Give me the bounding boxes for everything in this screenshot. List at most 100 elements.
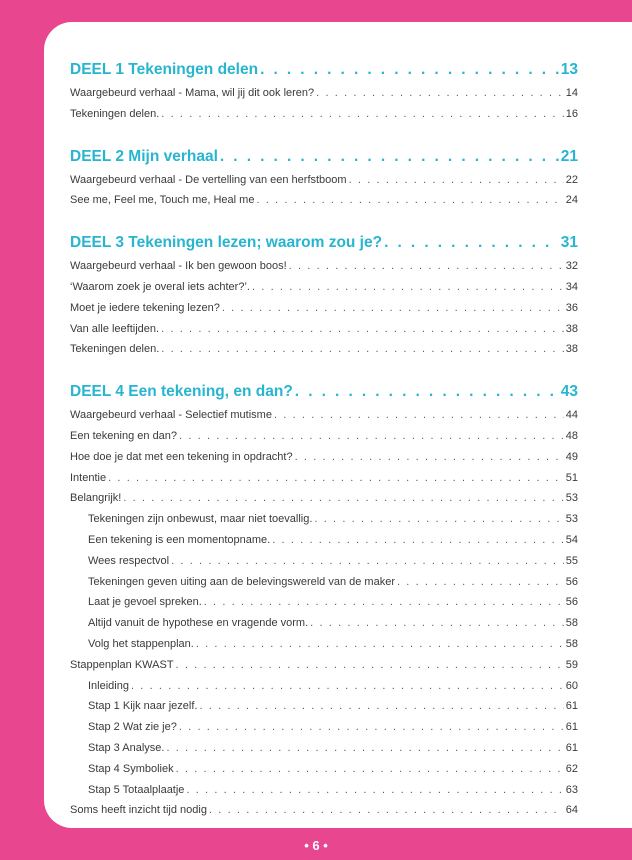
entry-page: 24	[565, 194, 578, 207]
toc-entry[interactable]: Een tekening is een momentopname. 54	[70, 530, 578, 551]
entry-title: Moet je iedere tekening lezen?	[70, 301, 220, 314]
toc-section: DEEL 1 Tekeningen delen 13 Waargebeurd ver…	[70, 56, 578, 125]
section-heading[interactable]: DEEL 1 Tekeningen delen 13	[70, 56, 578, 83]
entry-page: 53	[565, 492, 578, 505]
toc-entry[interactable]: Soms heeft inzicht tijd nodig 64	[70, 800, 578, 821]
entry-title: Stap 3 Analyse.	[88, 741, 165, 754]
entry-title: Stap 4 Symboliek	[88, 762, 174, 775]
toc-entry[interactable]: Stap 5 Totaalplaatje 63	[70, 780, 578, 801]
toc-entry[interactable]: Laat je gevoel spreken. 56	[70, 592, 578, 613]
section-page: 21	[560, 147, 578, 165]
toc-entry[interactable]: Inleiding 60	[70, 676, 578, 697]
leader-dots	[161, 104, 563, 125]
leader-dots	[316, 83, 564, 104]
leader-dots	[161, 319, 564, 340]
toc-entry[interactable]: Hoe doe je dat met een tekening in opdra…	[70, 447, 578, 468]
toc-entry[interactable]: Stap 4 Symboliek 62	[70, 759, 578, 780]
entry-title: Laat je gevoel spreken.	[88, 596, 202, 609]
entry-page: 36	[565, 301, 578, 314]
section-page: 31	[560, 234, 578, 252]
toc-entry[interactable]: Tekeningen geven uiting aan de belevings…	[70, 572, 578, 593]
entry-title: Intentie	[70, 471, 107, 484]
section-page: 43	[560, 383, 578, 401]
entry-page: 38	[565, 322, 578, 335]
leader-dots	[166, 738, 563, 759]
toc-entry[interactable]: Intentie 51	[70, 468, 578, 489]
toc-entry[interactable]: ‘Waarom zoek je overal iets achter?’. 34	[70, 277, 578, 298]
entry-title: See me, Feel me, Touch me, Heal me	[70, 194, 255, 207]
section-title: DEEL 1 Tekeningen delen	[70, 61, 259, 78]
toc-entry[interactable]: Belangrijk! 53	[70, 488, 578, 509]
entry-page: 56	[565, 596, 578, 609]
leader-dots	[209, 800, 564, 821]
toc-section: DEEL 3 Tekeningen lezen; waarom zou je? 3…	[70, 229, 578, 360]
leader-dots	[199, 696, 563, 717]
toc-entry[interactable]: Volg het stappenplan. 58	[70, 634, 578, 655]
toc-entry[interactable]: Stappenplan KWAST 59	[70, 655, 578, 676]
toc-entry[interactable]: Tekeningen delen. 16	[70, 104, 578, 125]
leader-dots	[314, 509, 563, 530]
entry-title: Inleiding	[88, 679, 129, 692]
leader-dots	[397, 572, 564, 593]
leader-dots	[123, 488, 563, 509]
leader-dots	[289, 256, 564, 277]
entry-title: Tekeningen delen.	[70, 343, 160, 356]
toc-entry[interactable]: Tekeningen delen. 38	[70, 339, 578, 360]
entry-page: 38	[565, 343, 578, 356]
leader-dots	[179, 426, 564, 447]
entry-page: 44	[565, 409, 578, 422]
section-page: 13	[560, 61, 578, 78]
toc-entry[interactable]: Stap 2 Wat zie je? 61	[70, 717, 578, 738]
toc-entry[interactable]: Waargebeurd verhaal - De vertelling van …	[70, 170, 578, 191]
leader-dots	[260, 56, 559, 83]
entry-title: Hoe doe je dat met een tekening in opdra…	[70, 450, 293, 463]
section-title: DEEL 2 Mijn verhaal	[70, 147, 218, 165]
entry-page: 34	[565, 280, 578, 293]
toc-entry[interactable]: Waargebeurd verhaal - Selectief mutisme 4…	[70, 405, 578, 426]
toc-entry[interactable]: Moet je iedere tekening lezen? 36	[70, 298, 578, 319]
entry-page: 61	[565, 700, 578, 713]
entry-title: Volg het stappenplan.	[88, 637, 194, 650]
entry-page: 61	[565, 721, 578, 734]
entry-page: 61	[565, 741, 578, 754]
leader-dots	[295, 447, 564, 468]
entry-page: 58	[565, 617, 578, 630]
entry-title: ‘Waarom zoek je overal iets achter?’.	[70, 280, 250, 293]
section-heading[interactable]: DEEL 2 Mijn verhaal 21	[70, 143, 578, 170]
toc-entry[interactable]: See me, Feel me, Touch me, Heal me 24	[70, 190, 578, 211]
section-heading[interactable]: DEEL 4 Een tekening, en dan? 43	[70, 378, 578, 405]
toc-entry[interactable]: Stap 1 Kijk naar jezelf. 61	[70, 696, 578, 717]
leader-dots	[186, 780, 563, 801]
entry-title: Stap 2 Wat zie je?	[88, 721, 177, 734]
section-title: DEEL 4 Een tekening, en dan?	[70, 383, 293, 401]
entry-title: Tekeningen delen.	[70, 107, 160, 120]
table-of-contents: DEEL 1 Tekeningen delen 13 Waargebeurd ver…	[70, 56, 578, 821]
toc-entry[interactable]: Een tekening en dan? 48	[70, 426, 578, 447]
entry-page: 58	[565, 637, 578, 650]
leader-dots	[176, 655, 564, 676]
entry-title: Stap 5 Totaalplaatje	[88, 783, 185, 796]
entry-title: Wees respectvol	[88, 554, 170, 567]
toc-entry[interactable]: Wees respectvol 55	[70, 551, 578, 572]
toc-entry[interactable]: Waargebeurd verhaal - Mama, wil jij dit …	[70, 83, 578, 104]
entry-title: Belangrijk!	[70, 492, 122, 505]
toc-entry[interactable]: Altijd vanuit de hypothese en vragende v…	[70, 613, 578, 634]
section-heading[interactable]: DEEL 3 Tekeningen lezen; waarom zou je? 3…	[70, 229, 578, 256]
entry-page: 63	[565, 783, 578, 796]
toc-section: DEEL 2 Mijn verhaal 21 Waargebeurd verhaal…	[70, 143, 578, 212]
entry-page: 54	[565, 533, 578, 546]
entry-page: 60	[565, 679, 578, 692]
toc-entry[interactable]: Van alle leeftijden. 38	[70, 319, 578, 340]
section-title: DEEL 3 Tekeningen lezen; waarom zou je?	[70, 234, 383, 252]
entry-page: 64	[565, 804, 578, 817]
toc-entry[interactable]: Stap 3 Analyse. 61	[70, 738, 578, 759]
entry-page: 16	[565, 107, 578, 120]
entry-page: 49	[565, 450, 578, 463]
entry-page: 55	[565, 554, 578, 567]
page-number: • 6 •	[304, 838, 328, 853]
toc-entry[interactable]: Waargebeurd verhaal - Ik ben gewoon boos…	[70, 256, 578, 277]
leader-dots	[131, 676, 564, 697]
entry-title: Waargebeurd verhaal - De vertelling van …	[70, 173, 347, 186]
toc-entry[interactable]: Tekeningen zijn onbewust, maar niet toev…	[70, 509, 578, 530]
entry-title: Van alle leeftijden.	[70, 322, 160, 335]
